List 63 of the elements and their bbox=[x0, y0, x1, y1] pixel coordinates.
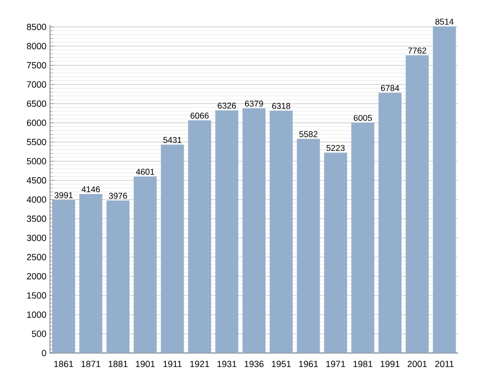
y-tick-label: 500 bbox=[32, 330, 46, 337]
data-label: 6318 bbox=[272, 102, 290, 109]
x-tick-label: 2001 bbox=[408, 360, 427, 368]
bar bbox=[215, 110, 238, 353]
x-tick-label: 2011 bbox=[435, 360, 454, 368]
data-label: 6005 bbox=[354, 114, 372, 121]
bar bbox=[270, 110, 293, 353]
data-label: 8514 bbox=[435, 18, 454, 25]
y-tick-label: 4500 bbox=[26, 177, 46, 184]
x-tick-label: 1901 bbox=[136, 360, 155, 368]
data-label: 6066 bbox=[190, 112, 209, 119]
data-label: 5223 bbox=[326, 144, 345, 151]
y-tick-label: 1000 bbox=[27, 311, 46, 318]
y-tick-label: 0 bbox=[42, 350, 46, 356]
data-label: 6784 bbox=[381, 85, 400, 92]
y-tick-label: 5500 bbox=[26, 138, 46, 146]
bar bbox=[432, 26, 456, 353]
y-tick-label: 6000 bbox=[26, 120, 46, 126]
x-tick-label: 1921 bbox=[190, 360, 210, 368]
y-tick-label: 3000 bbox=[26, 234, 46, 242]
x-tick-label: 1931 bbox=[218, 360, 236, 368]
x-tick-label: 1971 bbox=[326, 360, 346, 368]
y-tick-label: 4000 bbox=[26, 196, 46, 203]
data-label: 7762 bbox=[408, 48, 426, 54]
bar bbox=[79, 194, 102, 353]
x-tick-label: 1991 bbox=[380, 360, 400, 368]
y-tick-label: 7000 bbox=[26, 81, 46, 88]
bar bbox=[378, 92, 402, 353]
bar bbox=[351, 122, 374, 353]
x-tick-label: 1961 bbox=[299, 360, 318, 368]
data-label: 5431 bbox=[163, 136, 182, 143]
x-tick-label: 1911 bbox=[163, 360, 182, 368]
y-tick-label: 2000 bbox=[26, 273, 46, 280]
bar bbox=[52, 200, 76, 353]
y-tick-label: 8000 bbox=[26, 42, 46, 50]
bar bbox=[242, 108, 266, 353]
data-label: 5582 bbox=[299, 131, 318, 138]
data-label: 6326 bbox=[218, 102, 236, 109]
data-label: 3976 bbox=[108, 192, 128, 199]
bar bbox=[134, 176, 157, 353]
x-tick-label: 1871 bbox=[82, 360, 100, 368]
y-tick-label: 6500 bbox=[26, 100, 46, 107]
y-tick-label: 7500 bbox=[26, 62, 46, 68]
data-label: 6379 bbox=[245, 100, 264, 107]
bar bbox=[324, 152, 348, 353]
x-tick-label: 1981 bbox=[354, 360, 372, 368]
y-tick-label: 5000 bbox=[26, 158, 46, 164]
bar bbox=[160, 144, 184, 353]
x-tick-label: 1951 bbox=[272, 360, 291, 368]
data-label: 4601 bbox=[136, 168, 154, 175]
y-tick-label: 1500 bbox=[27, 292, 46, 299]
y-tick-label: 2500 bbox=[26, 254, 46, 260]
x-tick-label: 1936 bbox=[244, 360, 264, 368]
y-tick-label: 3500 bbox=[26, 216, 46, 222]
x-tick-label: 1861 bbox=[54, 360, 74, 368]
x-tick-label: 1881 bbox=[108, 360, 128, 368]
bar bbox=[188, 120, 212, 353]
bar bbox=[296, 138, 320, 353]
y-tick-label: 8500 bbox=[26, 24, 46, 30]
data-label: 3991 bbox=[54, 192, 73, 198]
data-label: 4146 bbox=[82, 186, 100, 192]
bar bbox=[106, 200, 130, 353]
bar bbox=[406, 55, 429, 353]
